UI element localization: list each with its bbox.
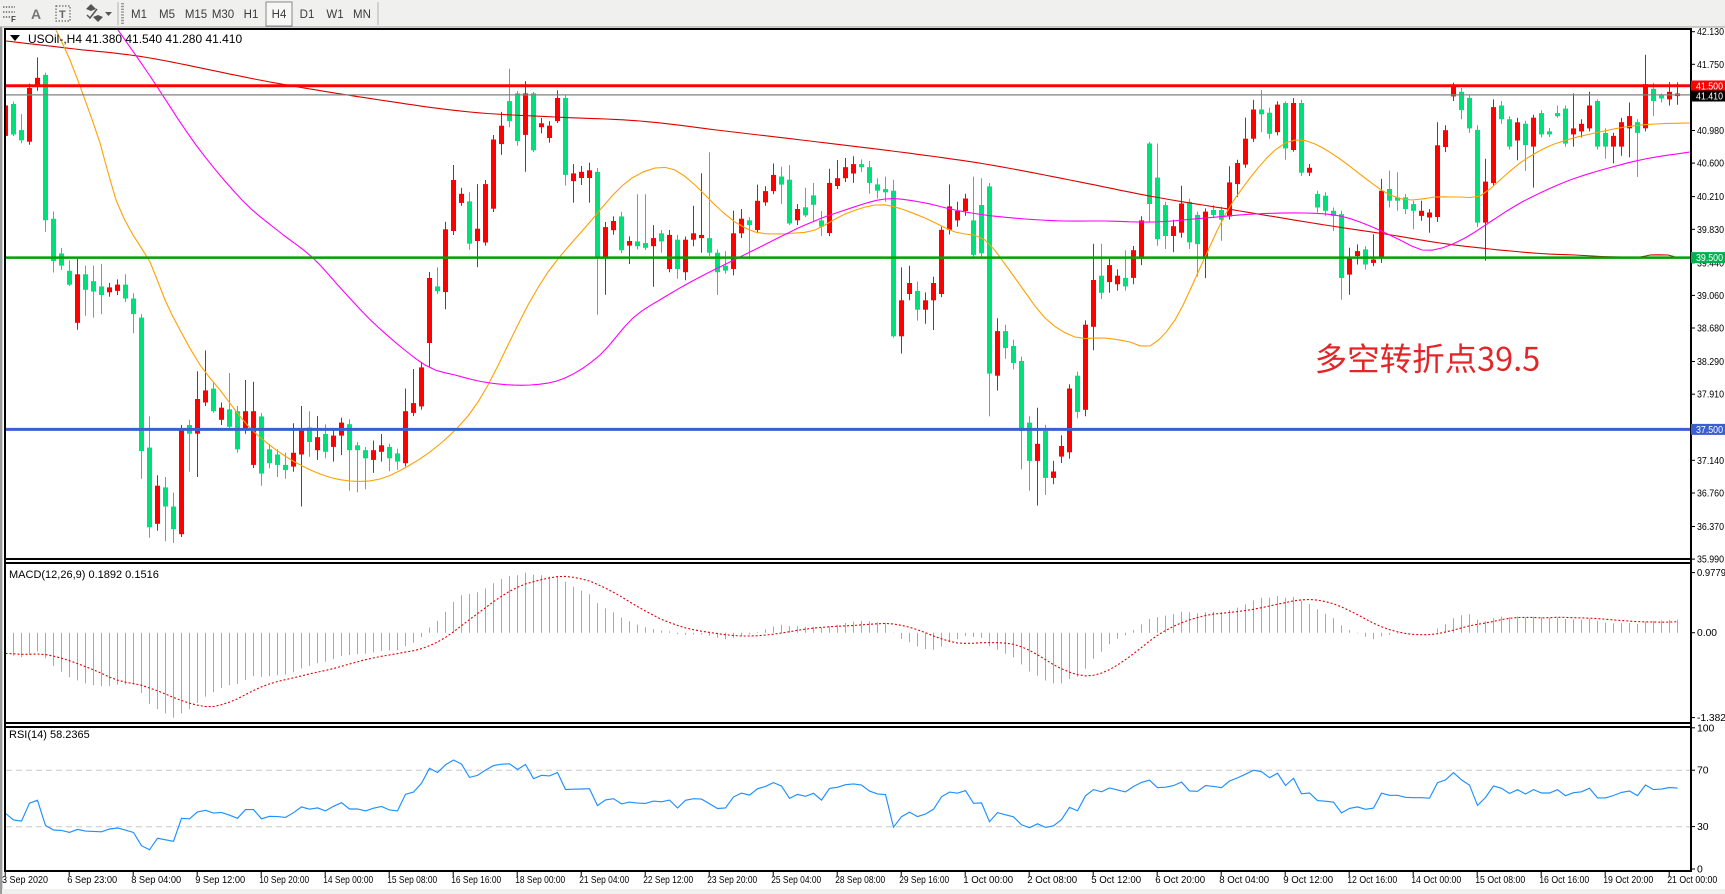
svg-text:37.910: 37.910 — [1697, 390, 1724, 401]
svg-text:0.9779: 0.9779 — [1697, 568, 1725, 579]
svg-text:40.210: 40.210 — [1697, 192, 1724, 203]
svg-text:H1: H1 — [244, 9, 259, 21]
svg-text:T: T — [59, 9, 66, 21]
svg-text:30: 30 — [1697, 822, 1709, 833]
svg-text:38.290: 38.290 — [1697, 357, 1724, 368]
svg-text:9 Oct 12:00: 9 Oct 12:00 — [1283, 875, 1333, 886]
svg-text:16 Sep 16:00: 16 Sep 16:00 — [451, 875, 501, 886]
svg-text:41.750: 41.750 — [1697, 60, 1724, 71]
svg-text:21 Oct 00:00: 21 Oct 00:00 — [1667, 875, 1717, 886]
svg-text:1 Oct 00:00: 1 Oct 00:00 — [963, 875, 1013, 886]
svg-text:40.600: 40.600 — [1697, 159, 1724, 170]
svg-text:29 Sep 16:00: 29 Sep 16:00 — [899, 875, 949, 886]
svg-text:9 Sep 12:00: 9 Sep 12:00 — [195, 875, 245, 886]
svg-text:16 Oct 16:00: 16 Oct 16:00 — [1539, 875, 1589, 886]
svg-text:M1: M1 — [131, 9, 147, 21]
svg-text:F: F — [11, 15, 16, 24]
svg-text:42.130: 42.130 — [1697, 27, 1724, 38]
svg-text:M15: M15 — [185, 9, 207, 21]
svg-text:14 Oct 00:00: 14 Oct 00:00 — [1411, 875, 1461, 886]
svg-text:25 Sep 04:00: 25 Sep 04:00 — [771, 875, 821, 886]
svg-text:21 Sep 04:00: 21 Sep 04:00 — [579, 875, 629, 886]
svg-text:10 Sep 20:00: 10 Sep 20:00 — [259, 875, 309, 886]
svg-text:8 Sep 04:00: 8 Sep 04:00 — [131, 875, 181, 886]
svg-text:M30: M30 — [212, 9, 234, 21]
svg-text:39.830: 39.830 — [1697, 225, 1724, 236]
svg-text:MN: MN — [353, 9, 371, 21]
svg-text:39.060: 39.060 — [1697, 291, 1724, 302]
svg-text:0: 0 — [1697, 865, 1703, 876]
svg-text:19 Oct 20:00: 19 Oct 20:00 — [1603, 875, 1653, 886]
svg-text:8 Oct 04:00: 8 Oct 04:00 — [1219, 875, 1269, 886]
svg-text:35.990: 35.990 — [1697, 555, 1724, 566]
svg-text:D1: D1 — [300, 9, 315, 21]
svg-text:18 Sep 00:00: 18 Sep 00:00 — [515, 875, 565, 886]
svg-text:14 Sep 00:00: 14 Sep 00:00 — [323, 875, 373, 886]
svg-text:RSI(14) 58.2365: RSI(14) 58.2365 — [9, 729, 90, 741]
svg-text:6 Oct 20:00: 6 Oct 20:00 — [1155, 875, 1205, 886]
svg-text:37.500: 37.500 — [1696, 425, 1723, 436]
svg-text:28 Sep 08:00: 28 Sep 08:00 — [835, 875, 885, 886]
svg-text:38.680: 38.680 — [1697, 324, 1724, 335]
svg-text:39.440: 39.440 — [1697, 258, 1724, 269]
svg-text:41.410: 41.410 — [1696, 92, 1723, 103]
svg-text:36.760: 36.760 — [1697, 489, 1724, 500]
svg-text:41.500: 41.500 — [1696, 82, 1723, 93]
svg-text:40.980: 40.980 — [1697, 126, 1724, 137]
svg-text:100: 100 — [1697, 723, 1715, 734]
svg-text:6 Sep 23:00: 6 Sep 23:00 — [67, 875, 117, 886]
svg-text:5 Oct 12:00: 5 Oct 12:00 — [1091, 875, 1141, 886]
svg-text:70: 70 — [1697, 766, 1709, 777]
svg-text:15 Sep 08:00: 15 Sep 08:00 — [387, 875, 437, 886]
svg-text:12 Oct 16:00: 12 Oct 16:00 — [1347, 875, 1397, 886]
svg-text:37.140: 37.140 — [1697, 456, 1724, 467]
svg-text:USOil-,H4 41.380 41.540 41.28: USOil-,H4 41.380 41.540 41.280 41.410 — [28, 32, 242, 46]
svg-text:3 Sep 2020: 3 Sep 2020 — [2, 875, 48, 886]
svg-text:0.00: 0.00 — [1697, 628, 1717, 639]
svg-text:36.370: 36.370 — [1697, 522, 1724, 533]
svg-text:15 Oct 08:00: 15 Oct 08:00 — [1475, 875, 1525, 886]
svg-text:MACD(12,26,9) 0.1892 0.1516: MACD(12,26,9) 0.1892 0.1516 — [9, 569, 159, 581]
svg-text:23 Sep 20:00: 23 Sep 20:00 — [707, 875, 757, 886]
svg-text:39.500: 39.500 — [1696, 253, 1723, 264]
svg-text:22 Sep 12:00: 22 Sep 12:00 — [643, 875, 693, 886]
svg-text:H4: H4 — [272, 9, 287, 21]
svg-text:W1: W1 — [326, 9, 343, 21]
svg-text:M5: M5 — [159, 9, 175, 21]
svg-text:A: A — [31, 6, 41, 22]
svg-text:-1.382: -1.382 — [1697, 713, 1725, 724]
svg-text:2 Oct 08:00: 2 Oct 08:00 — [1027, 875, 1077, 886]
